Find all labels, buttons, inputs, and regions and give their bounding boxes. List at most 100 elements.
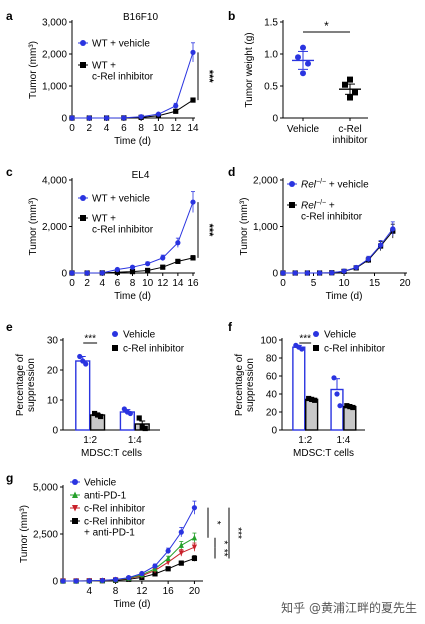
data-point [175, 240, 181, 246]
legend-label: c-Rel inhibitor [324, 344, 386, 355]
legend-marker [72, 491, 78, 498]
legend-marker [112, 345, 118, 351]
y-axis-label-line: suppression [245, 358, 256, 412]
panel-tag-a: a [6, 9, 13, 23]
data-point [126, 575, 132, 581]
data-point [292, 270, 298, 276]
legend-label: c-Rel inhibitor [84, 504, 146, 515]
data-point [178, 560, 184, 566]
x-tick-label: 10 [142, 278, 154, 289]
data-point [191, 544, 198, 551]
y-tick-label: 0 [61, 114, 67, 125]
data-point [127, 410, 133, 417]
legend-label-gene: Rel [301, 180, 317, 191]
x-tick-label: 20 [189, 586, 201, 597]
data-point [334, 391, 340, 397]
y-tick-label: 1.0 [264, 50, 278, 61]
significance-label: *** [232, 527, 243, 539]
x-axis-label: Time (d) [114, 291, 151, 302]
data-point [165, 566, 171, 572]
panel-tag-b: b [228, 9, 235, 23]
data-point [280, 270, 286, 276]
y-tick-label: 30 [47, 336, 59, 347]
x-tick-label: 1:2 [298, 435, 312, 446]
data-point [73, 578, 79, 584]
watermark: 知乎 @黄浦江畔的夏先生 [281, 601, 417, 615]
x-tick-label: 6 [115, 278, 121, 289]
y-tick-label: 80 [266, 354, 278, 365]
data-point [309, 396, 315, 402]
data-point [86, 578, 92, 584]
panel-tag-d: d [228, 165, 235, 179]
data-point [344, 403, 350, 409]
panel-e: 0 10 20 30 Percentage ofsuppression MDSC:T ce… [15, 330, 185, 460]
legend-label: WT + [92, 214, 116, 225]
data-point [173, 103, 179, 109]
y-tick-label: 20 [47, 366, 59, 377]
y-tick-label: 0 [271, 426, 277, 437]
x-tick-label: c-Rel [338, 124, 361, 135]
data-point [190, 199, 196, 205]
x-tick-label: 0 [280, 278, 286, 289]
legend-label-line2: + anti-PD-1 [84, 528, 135, 539]
x-axis-label: Time (d) [114, 136, 151, 147]
data-point [352, 89, 358, 96]
data-point [329, 270, 335, 276]
data-point [337, 403, 343, 409]
y-tick-label: 2,000 [253, 176, 278, 187]
data-point [178, 529, 184, 535]
x-tick-label: 1:2 [83, 435, 97, 446]
x-tick-label: 0 [69, 278, 75, 289]
data-point [342, 81, 348, 88]
x-tick-label: 4 [104, 123, 110, 134]
bar [343, 405, 357, 431]
x-tick-label: 16 [163, 586, 175, 597]
y-tick-label: 1,000 [42, 82, 67, 93]
x-tick-label: 14 [172, 278, 184, 289]
significance-label: *** [299, 334, 311, 345]
x-axis-label: MDSC:T cells [293, 448, 354, 459]
data-point [139, 570, 145, 577]
legend-label: WT + vehicle [92, 194, 150, 205]
y-tick-label: 0.5 [264, 82, 278, 93]
x-tick-label: 8 [130, 278, 136, 289]
data-point [175, 258, 181, 264]
y-tick-label: 1.5 [264, 18, 278, 29]
y-tick-label: 0 [52, 577, 58, 588]
y-axis-label: Tumor (mm³) [19, 505, 30, 563]
legend-label-line2: c-Rel inhibitor [92, 225, 154, 236]
y-tick-label: 5,000 [33, 483, 58, 494]
data-point [331, 375, 337, 381]
legend-label-line2: c-Rel inhibitor [92, 72, 154, 83]
data-point [129, 264, 136, 270]
y-tick-label: 0 [272, 114, 278, 125]
x-tick-label: 4 [99, 278, 105, 289]
data-point [165, 555, 171, 562]
x-tick-label: 8 [138, 123, 144, 134]
y-axis-label: Tumor weight (g) [244, 32, 255, 107]
legend-label-line2: c-Rel inhibitor [301, 212, 363, 223]
y-tick-label: 2,000 [42, 222, 67, 233]
significance-label: *** [84, 334, 96, 345]
x-tick-label: 14 [187, 123, 199, 134]
legend-marker [80, 195, 86, 201]
x-tick-label: 12 [157, 278, 169, 289]
data-point [69, 270, 75, 276]
y-tick-label: 60 [266, 372, 278, 383]
data-point [69, 115, 75, 121]
x-tick-label: inhibitor [332, 135, 368, 146]
x-tick-label: Vehicle [287, 124, 320, 135]
series-line [283, 230, 394, 274]
panel-f: 0 20 40 60 80 100 Percentage ofsuppression MDSC… [234, 330, 386, 460]
y-axis-label: Tumor (mm³) [28, 41, 39, 99]
x-tick-label: 0 [69, 123, 75, 134]
panel-tag-e: e [6, 320, 13, 334]
x-tick-label: 2 [84, 278, 90, 289]
panel-tag-g: g [6, 471, 13, 485]
data-point [390, 226, 396, 232]
legend-label: WT + vehicle [92, 39, 150, 50]
series-line [283, 228, 394, 274]
panel-a: 0 1,000 2,000 3,000 0 2 4 6 8 10 12 14 Time (d) Tumor… [28, 12, 215, 147]
data-point [306, 395, 312, 402]
